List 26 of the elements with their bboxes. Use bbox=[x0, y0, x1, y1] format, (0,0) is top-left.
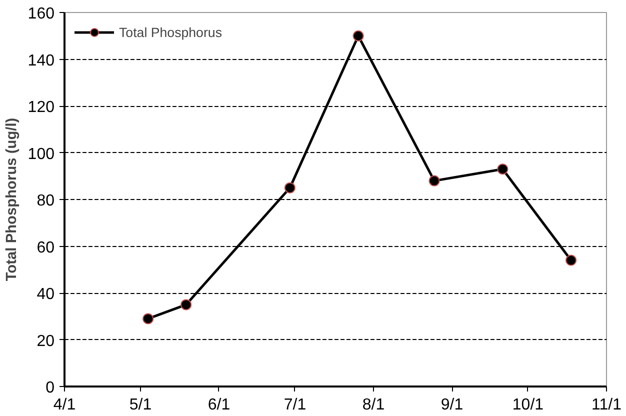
x-tick-label: 7/1 bbox=[284, 396, 306, 414]
y-tick-label: 20 bbox=[36, 332, 55, 350]
x-tick-label: 11/1 bbox=[592, 396, 622, 414]
point bbox=[284, 182, 296, 194]
point bbox=[428, 175, 440, 186]
y-tick-label: 120 bbox=[28, 99, 55, 116]
y-tick-label: 80 bbox=[36, 192, 55, 210]
point bbox=[142, 313, 154, 324]
y-axis-title: Total Phosphorus (ug/l) bbox=[4, 118, 20, 282]
y-tick-label: 40 bbox=[36, 286, 55, 303]
point bbox=[497, 164, 508, 175]
y-tick-label: 160 bbox=[28, 6, 55, 22]
x-tick-label: 5/1 bbox=[129, 396, 152, 414]
x-tick-label: 6/1 bbox=[208, 396, 230, 414]
legend-label: Total Phosphorus bbox=[119, 24, 222, 40]
y-tick-label: 60 bbox=[36, 239, 55, 256]
point bbox=[180, 299, 192, 310]
y-tick-label: 100 bbox=[28, 146, 55, 163]
x-tick-label: 10/1 bbox=[512, 396, 544, 414]
x-tick-label: 4/1 bbox=[53, 396, 76, 414]
point bbox=[352, 30, 364, 42]
point bbox=[566, 254, 577, 266]
x-tick-label: 8/1 bbox=[362, 396, 385, 414]
x-tick-label: 9/1 bbox=[440, 396, 464, 414]
y-tick-label: 0 bbox=[46, 380, 55, 396]
y-tick-label: 140 bbox=[28, 52, 55, 70]
